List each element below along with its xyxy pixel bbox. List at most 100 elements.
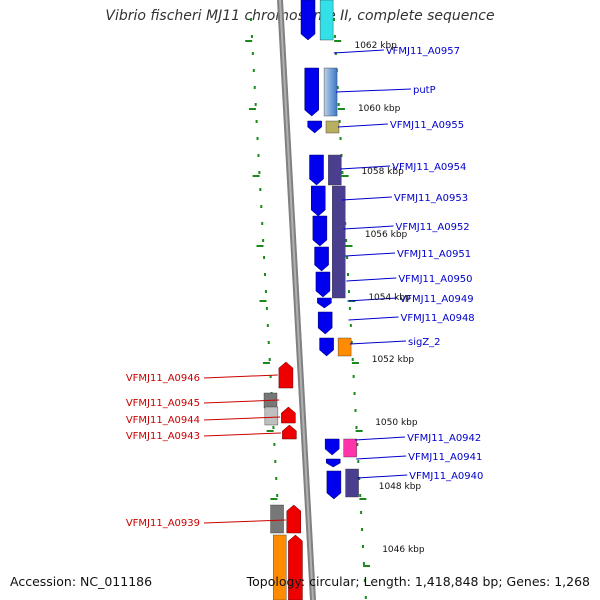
- leader-line: [203, 432, 281, 437]
- gene-label-reverse: VFMJ11_A0945: [126, 398, 200, 409]
- outer-dot: [354, 409, 357, 412]
- gene-label-forward: VFMJ11_A0950: [398, 274, 472, 285]
- gene-arrows: [278, 0, 342, 600]
- inner-dot: [276, 494, 279, 497]
- kbp-label: 1056 kbp: [365, 230, 408, 240]
- gene-label-forward: sigZ_2: [408, 337, 441, 348]
- inner-dot: [274, 460, 277, 463]
- tick-dash: [262, 362, 270, 364]
- forward-gene-arrow: [325, 458, 341, 468]
- leader-line: [337, 123, 388, 128]
- gene-label-reverse: VFMJ11_A0939: [126, 518, 200, 529]
- outer-dot: [336, 86, 339, 89]
- outer-dot: [347, 273, 350, 276]
- gene-label-forward: VFMJ11_A0955: [390, 120, 464, 131]
- cog-box: [272, 534, 287, 600]
- inner-dot: [272, 426, 275, 429]
- gene-label-forward: VFMJ11_A0957: [386, 46, 460, 57]
- reverse-gene-arrow: [288, 534, 303, 600]
- inner-dot: [251, 52, 254, 55]
- kbp-labels: 1062 kbp 1060 kbp 1058 kbp 1056 kbp 1054 kbp…: [354, 41, 424, 555]
- outer-dot: [334, 52, 337, 55]
- outer-dot: [353, 392, 356, 395]
- inner-dot: [260, 205, 263, 208]
- cog-box: [325, 120, 340, 134]
- inner-dot: [259, 188, 262, 191]
- outer-dot: [352, 375, 355, 378]
- inner-dot: [249, 18, 252, 21]
- map-title: Vibrio fischeri MJ11 chromosome II, comp…: [105, 8, 495, 24]
- leader-line: [333, 49, 384, 54]
- outer-dot: [339, 137, 342, 140]
- leader-line: [344, 252, 395, 257]
- leader-line: [356, 455, 407, 460]
- leader-line: [343, 225, 394, 230]
- cog-box: [323, 67, 338, 117]
- forward-gene-arrow: [312, 215, 328, 247]
- outer-dot: [338, 120, 341, 123]
- outer-dot: [358, 477, 361, 480]
- gene-label-forward: putP: [413, 85, 436, 96]
- gene-label-reverse: VFMJ11_A0944: [126, 415, 200, 426]
- gene-labels: VFMJ11_A0957 putP VFMJ11_A0955 VFMJ11_A0954…: [126, 46, 484, 529]
- inner-dot: [252, 69, 255, 72]
- forward-gene-arrow: [300, 0, 316, 41]
- tick-dash: [359, 498, 367, 500]
- forward-gene-arrow: [324, 438, 340, 456]
- forward-gene-arrow: [314, 246, 329, 272]
- outer-dot: [359, 494, 362, 497]
- outer-dot: [345, 239, 348, 242]
- inner-dot: [264, 273, 267, 276]
- gene-leader-lines: [203, 49, 412, 524]
- outer-dot: [363, 579, 366, 582]
- tick-dash: [334, 40, 342, 42]
- inner-dot: [254, 103, 257, 106]
- inner-dot: [265, 307, 268, 310]
- outer-dot: [364, 596, 367, 599]
- kbp-label: 1048 kbp: [379, 482, 422, 492]
- outer-dot: [332, 18, 335, 21]
- cog-box: [270, 504, 284, 534]
- gene-label-forward: VFMJ11_A0949: [399, 294, 473, 305]
- inner-dot: [267, 341, 270, 344]
- inner-dot: [275, 477, 278, 480]
- tick-dash: [252, 175, 260, 177]
- leader-line: [203, 374, 278, 379]
- backbone-highlight: [279, 0, 314, 600]
- inner-dot: [256, 137, 259, 140]
- tick-dash: [337, 108, 345, 110]
- gene-label-forward: VFMJ11_A0941: [408, 452, 482, 463]
- inner-dot: [273, 443, 276, 446]
- cog-box: [337, 337, 352, 357]
- inner-dot: [261, 222, 264, 225]
- reverse-gene-arrow: [282, 424, 297, 440]
- tick-dash: [266, 430, 274, 432]
- forward-gene-arrow: [315, 271, 331, 298]
- tick-dash: [256, 245, 264, 247]
- tick-dash: [341, 175, 349, 177]
- inner-dot: [269, 375, 272, 378]
- leader-line: [348, 316, 399, 321]
- tick-dash: [351, 362, 359, 364]
- gene-label-forward: VFMJ11_A0951: [397, 249, 471, 260]
- outer-dot: [341, 171, 344, 174]
- leader-line: [340, 165, 391, 170]
- leader-line: [341, 196, 392, 201]
- leader-line: [346, 277, 397, 282]
- kbp-label: 1062 kbp: [354, 41, 397, 51]
- accession-text: Accession: NC_011186: [10, 574, 153, 589]
- gene-label-forward: VFMJ11_A0954: [392, 162, 466, 173]
- cog-box: [264, 406, 279, 426]
- cog-box: [319, 0, 334, 41]
- outer-dot: [356, 443, 359, 446]
- outer-dot: [360, 511, 363, 514]
- forward-gene-arrow: [307, 120, 322, 134]
- forward-gene-arrow: [326, 470, 342, 500]
- kbp-label: 1058 kbp: [361, 167, 404, 177]
- tick-dash: [345, 245, 353, 247]
- gene-label-reverse: VFMJ11_A0943: [126, 431, 200, 442]
- cog-box: [345, 468, 359, 498]
- inner-dot: [263, 256, 266, 259]
- forward-gene-arrow: [317, 311, 333, 335]
